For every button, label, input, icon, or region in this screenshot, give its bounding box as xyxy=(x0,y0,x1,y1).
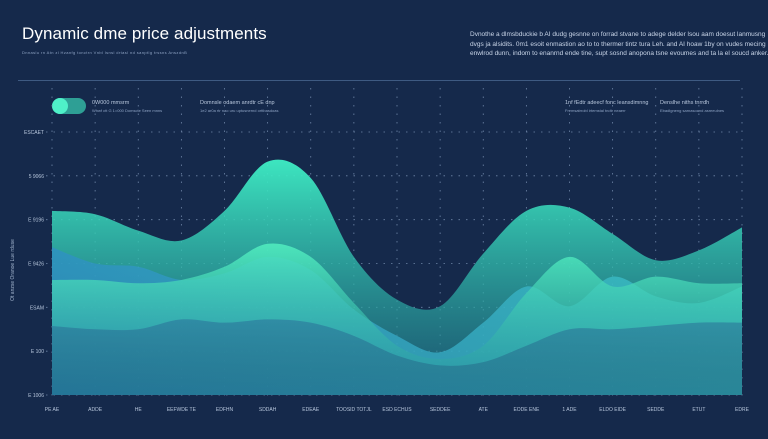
x-tick-label: SEDDE xyxy=(647,407,665,413)
x-tick-label: EEFWDE TE xyxy=(167,407,197,413)
x-tick-label: TOOSID TOTJL xyxy=(336,407,372,413)
chart-description: Dvnothe a dlmsbduckie b AI dudg gesnne o… xyxy=(470,30,768,59)
x-tick-label: ESD ECHUS xyxy=(382,407,412,413)
y-axis-ticks: ESCAET 5 9066 E 9196 E 9426 ESAM E 100 E 1006 xyxy=(24,130,44,399)
x-tick-label: ETUT xyxy=(692,407,705,413)
legend-label: 0W000 mmsrm xyxy=(92,100,130,106)
y-tick-label: ESCAET xyxy=(24,130,44,136)
series-toggle[interactable] xyxy=(52,98,86,114)
x-tick-label: ELDO EIDE xyxy=(599,407,626,413)
header-separator xyxy=(18,80,740,81)
y-tick-label: E 100 xyxy=(31,349,44,355)
y-tick-label: E 1006 xyxy=(28,393,44,399)
x-tick-label: HE xyxy=(135,407,143,413)
x-axis-ticks: PE AE ADDE HE EEFWDE TE EDFHN SDDAH EDEAE TOOSI… xyxy=(45,407,750,413)
y-tick-label: E 9426 xyxy=(28,262,44,268)
legend-sublabel: Fremsatrrobl irtemstal tndtr neaerr xyxy=(565,108,626,113)
grid xyxy=(46,88,743,399)
legend-label: Domnsle odaem anrdtr cE dnp xyxy=(200,100,275,106)
legend-sublabel: 1e2 ar0a rtr nao uru uptusnernd orttbasd… xyxy=(200,108,279,113)
description-line: Dvnothe a dlmsbduckie b AI dudg gesnne o… xyxy=(470,31,766,38)
y-axis-label: Ot anzse Oranoe Lue rduse xyxy=(10,239,16,301)
x-tick-label: EDEAE xyxy=(302,407,320,413)
description-line: dvgs ja alsidits. 0m1 esoit enmastion ao… xyxy=(470,40,766,48)
legend-item-2: Domnsle odaem anrdtr cE dnp 1e2 ar0a rtr… xyxy=(200,100,279,113)
chart-title: Dynamic dme price adjustments xyxy=(22,24,267,43)
legend-item-1: 0W000 mmsrm Whwf ctt G 1=000 Domscte See… xyxy=(92,100,162,113)
series-area-4 xyxy=(52,319,742,395)
x-tick-label: PE AE xyxy=(45,407,60,413)
description-line: enwlrod dunn, indom to enanrnd ende tine… xyxy=(470,50,768,57)
chart-subtitle: Dnnaslu rn Atn zl Hzanfg tonctrn Vnbl ls… xyxy=(22,50,188,55)
y-tick-label: ESAM xyxy=(30,305,44,311)
x-tick-label: ADDE xyxy=(88,407,103,413)
x-tick-label: SDDAH xyxy=(259,407,277,413)
x-tick-label: 1 ADE xyxy=(562,407,577,413)
legend-sublabel: Ebadlgneng sarnasoand asreeulnes xyxy=(660,108,725,113)
legend-label: Denslhe niths tnrrdh xyxy=(660,100,710,106)
y-tick-label: 5 9066 xyxy=(29,174,45,180)
legend-label: 1nf fEdtr adeecf fonc leansdimnng xyxy=(565,100,649,106)
toggle-knob[interactable] xyxy=(52,98,68,114)
x-tick-label: EDFHN xyxy=(216,407,234,413)
legend-item-4: Denslhe niths tnrrdh Ebadlgneng sarnasoa… xyxy=(660,100,724,113)
y-tick-label: E 9196 xyxy=(28,218,44,224)
legend-sublabel: Whwf ctt G 1=000 Domscte Seen mnns xyxy=(92,108,163,113)
series-areas xyxy=(52,159,742,395)
x-tick-label: EDRE xyxy=(735,407,750,413)
x-tick-label: SEDDEE xyxy=(430,407,451,413)
x-tick-label: ATE xyxy=(479,407,489,413)
x-tick-label: EODE ENE xyxy=(513,407,540,413)
legend-item-3: 1nf fEdtr adeecf fonc leansdimnng Fremsa… xyxy=(565,100,648,113)
